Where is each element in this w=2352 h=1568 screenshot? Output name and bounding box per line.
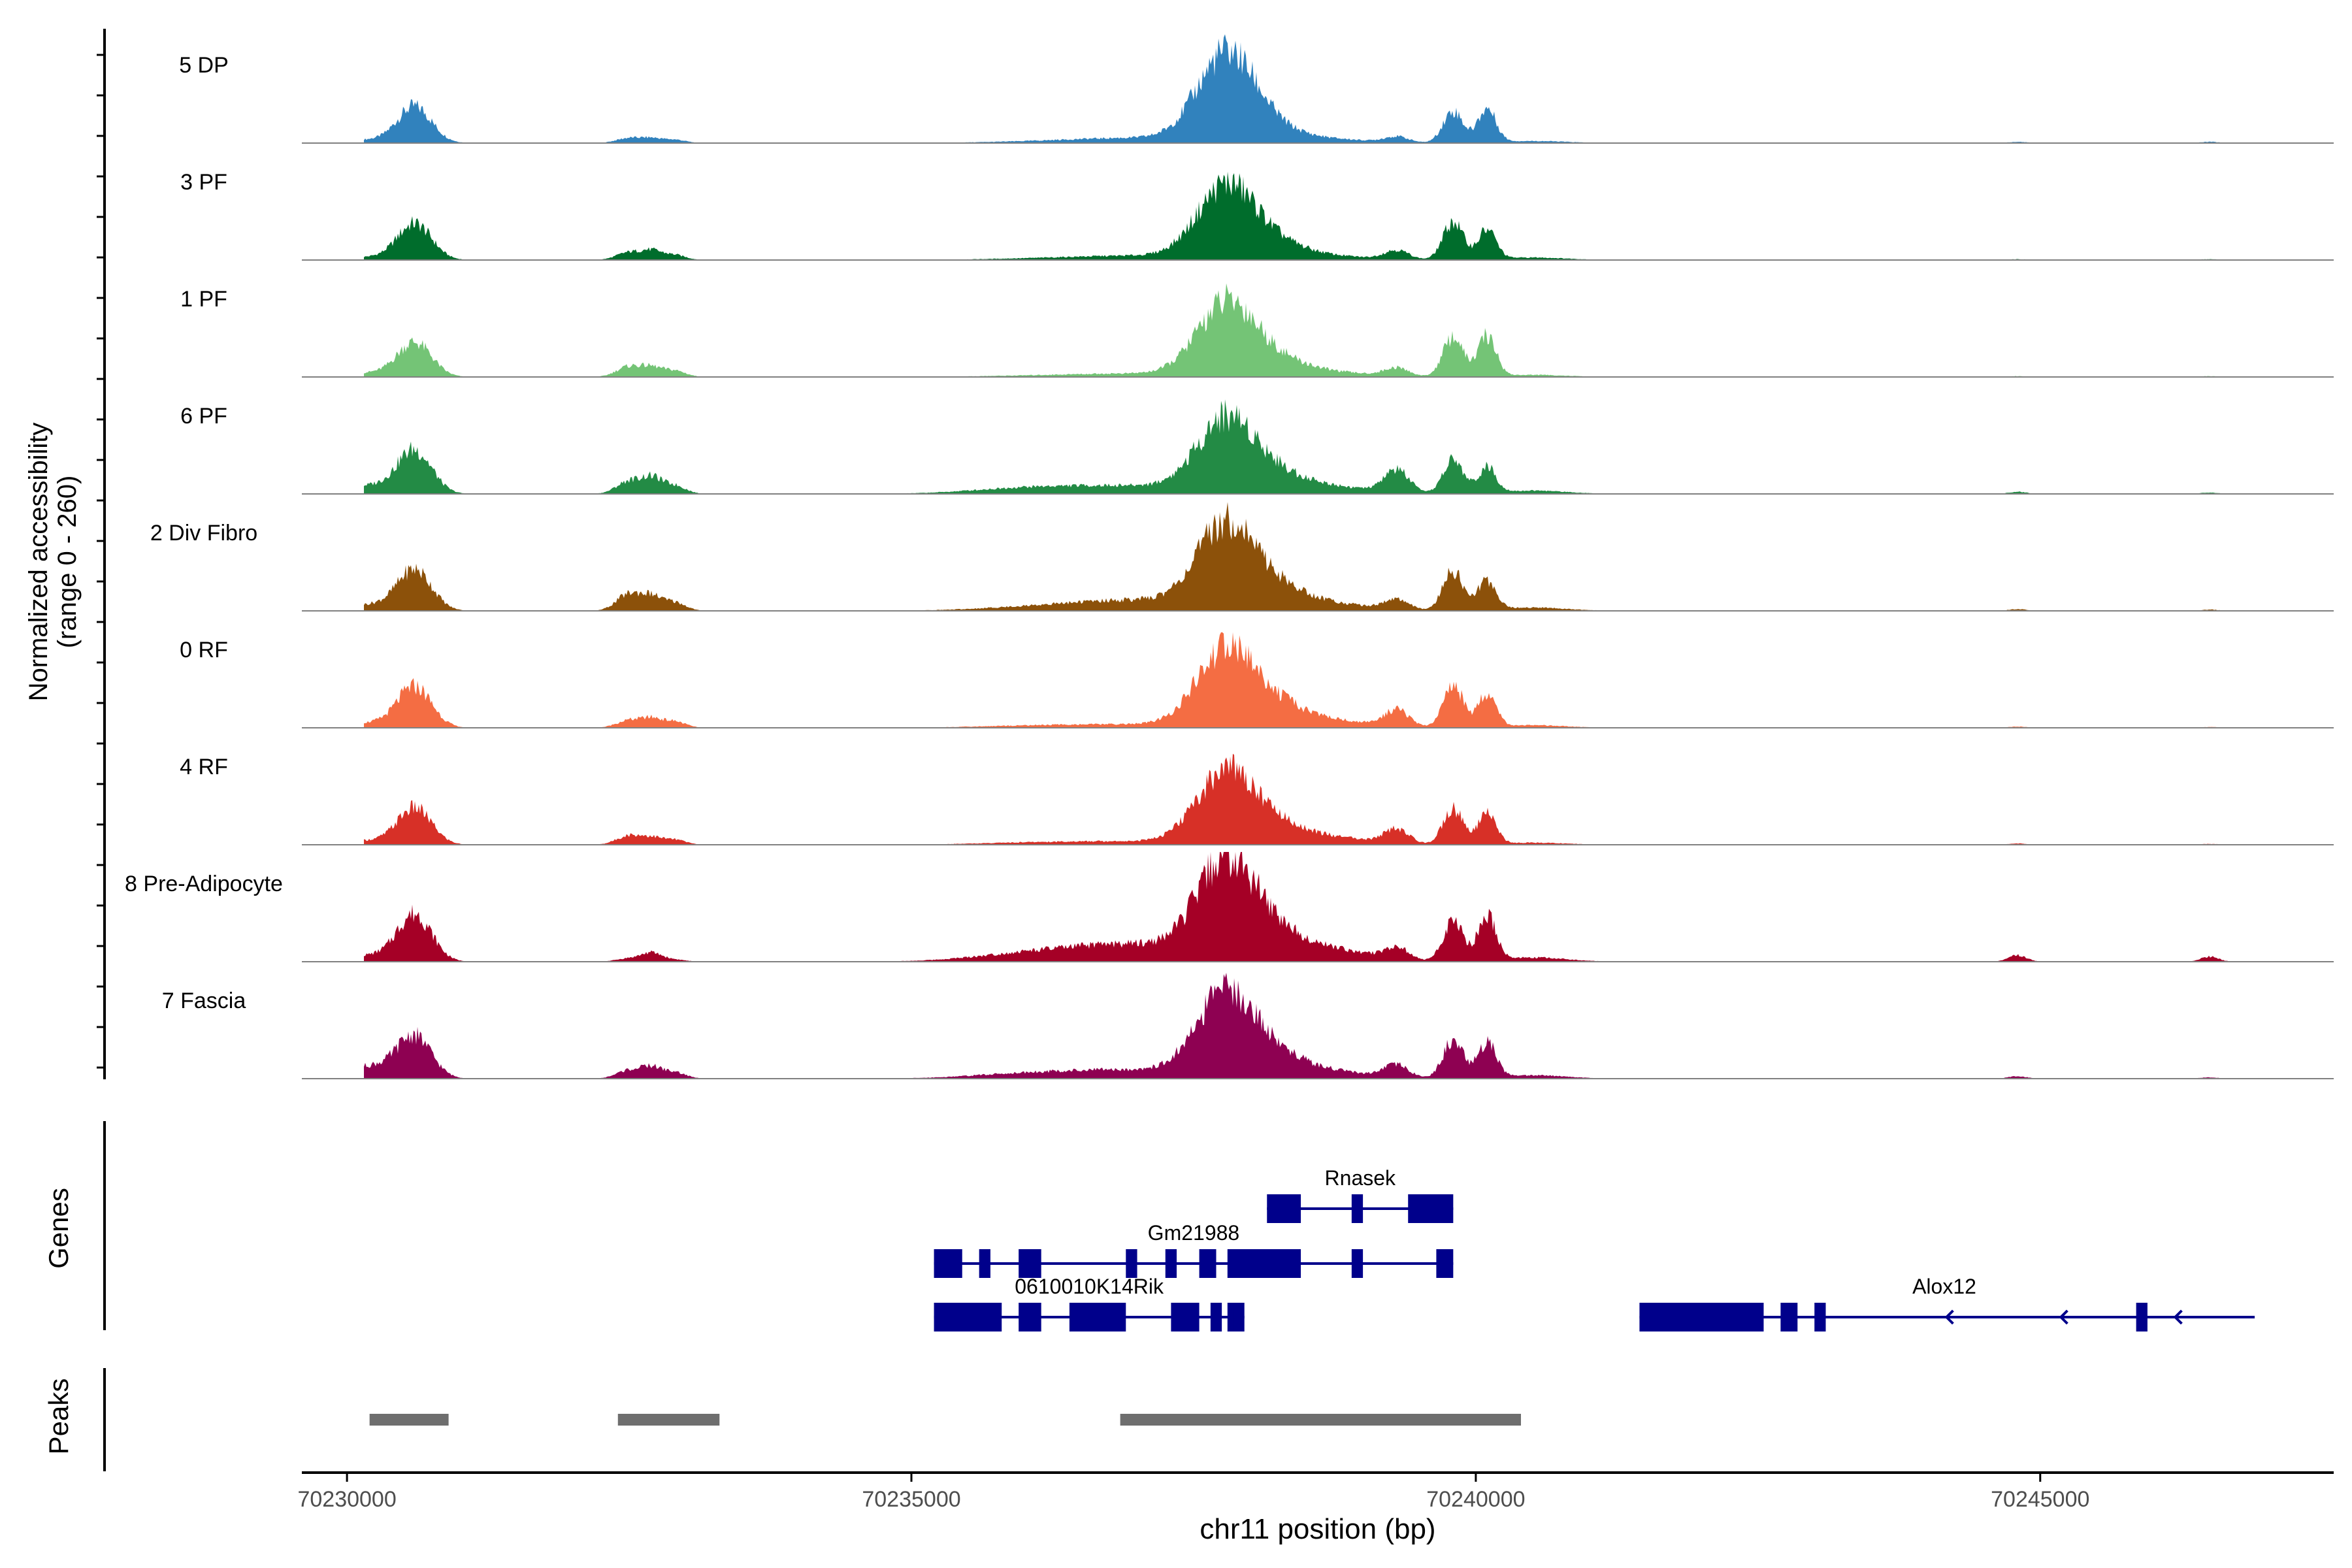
x-tick-label: 70230000 xyxy=(297,1487,396,1512)
track-label: 1 PF xyxy=(180,287,227,312)
x-tick-label: 70240000 xyxy=(1426,1487,1525,1512)
gene-exon xyxy=(1210,1303,1222,1331)
coverage-area xyxy=(364,632,2261,728)
gene-model: Alox12 xyxy=(1639,1275,2255,1331)
track-label: 2 Div Fibro xyxy=(150,521,257,546)
coverage-track: 4 RF xyxy=(180,753,2334,845)
coverage-area xyxy=(364,972,2261,1079)
coverage-track: 8 Pre-Adipocyte xyxy=(125,852,2334,962)
strand-arrow xyxy=(2173,1309,2183,1325)
coverage-area xyxy=(364,753,2261,845)
gene-exon xyxy=(1436,1249,1454,1278)
coverage-track: 7 Fascia xyxy=(162,972,2334,1079)
track-label: 6 PF xyxy=(180,404,227,429)
gene-exon xyxy=(1351,1249,1364,1278)
gene-exon xyxy=(1227,1249,1301,1278)
coverage-track: 1 PF xyxy=(180,283,2334,378)
track-label: 8 Pre-Adipocyte xyxy=(125,872,283,896)
coverage-track: 3 PF xyxy=(180,170,2334,261)
gene-model: Rnasek xyxy=(1267,1166,1454,1223)
gene-model: 0610010K14Rik xyxy=(934,1275,1245,1331)
peak-region xyxy=(1120,1414,1521,1426)
coverage-area xyxy=(364,502,2261,611)
genes-panel-label: Genes xyxy=(43,1188,74,1269)
gene-exon xyxy=(934,1249,962,1278)
gene-exon xyxy=(1126,1249,1137,1278)
coverage-tracks: 5 DP 3 PF 1 PF 6 PF 2 Div Fibro 0 RF 4 RF 8 Pre… xyxy=(125,34,2334,1079)
gene-exon xyxy=(1780,1303,1798,1331)
coverage-track: 0 RF xyxy=(180,632,2334,728)
coverage-area xyxy=(364,171,2261,260)
y-axes xyxy=(97,29,106,1471)
gene-exon xyxy=(1267,1194,1301,1223)
gene-exon xyxy=(1199,1249,1217,1278)
coverage-track: 5 DP xyxy=(179,34,2334,144)
gene-exon xyxy=(1019,1303,1041,1331)
gene-label: Alox12 xyxy=(1912,1275,1976,1298)
x-axis: 70230000 70235000 70240000 70245000 xyxy=(297,1471,2334,1512)
gene-exon xyxy=(1019,1249,1041,1278)
coverage-area xyxy=(364,399,2261,494)
gene-annotation-track: Rnasek Gm21988 0610010K14Rik Alox12 xyxy=(934,1166,2255,1331)
gene-exon xyxy=(1639,1303,1764,1331)
coverage-area xyxy=(364,34,2261,143)
track-label: 7 Fascia xyxy=(162,988,246,1013)
gene-exon xyxy=(1165,1249,1177,1278)
gene-exon xyxy=(1233,1303,1245,1331)
gene-exon xyxy=(979,1249,990,1278)
track-label: 4 RF xyxy=(180,755,228,779)
gene-exon xyxy=(1814,1303,1826,1331)
gene-exon xyxy=(1408,1194,1454,1223)
track-label: 3 PF xyxy=(180,170,227,195)
coverage-track: 2 Div Fibro xyxy=(150,502,2334,612)
gene-label: Gm21988 xyxy=(1148,1221,1240,1245)
track-label: 5 DP xyxy=(179,53,229,78)
peaks-track xyxy=(369,1414,1521,1426)
gene-exon xyxy=(1069,1303,1126,1331)
peak-region xyxy=(617,1414,720,1426)
gene-label: 0610010K14Rik xyxy=(1015,1275,1164,1298)
gene-exon xyxy=(2136,1303,2148,1331)
peaks-panel-label: Peaks xyxy=(43,1379,74,1455)
coverage-area xyxy=(364,852,2261,962)
coverage-area xyxy=(364,283,2261,377)
gene-exon xyxy=(1351,1194,1364,1223)
coverage-track: 6 PF xyxy=(180,399,2334,495)
gene-model: Gm21988 xyxy=(934,1221,1454,1278)
strand-arrow xyxy=(1944,1309,1954,1325)
coverage-y-axis-label: Normalized accessibility xyxy=(24,423,53,702)
gene-exon xyxy=(1171,1303,1200,1331)
gene-exon xyxy=(934,1303,1002,1331)
coverage-y-axis-range-label: (range 0 - 260) xyxy=(53,476,82,649)
peak-region xyxy=(369,1414,449,1426)
gene-label: Rnasek xyxy=(1325,1166,1397,1190)
track-label: 0 RF xyxy=(180,638,228,662)
x-axis-title: chr11 position (bp) xyxy=(1200,1513,1435,1545)
x-tick-label: 70245000 xyxy=(1991,1487,2089,1512)
x-tick-label: 70235000 xyxy=(862,1487,960,1512)
strand-arrow xyxy=(2059,1309,2068,1325)
